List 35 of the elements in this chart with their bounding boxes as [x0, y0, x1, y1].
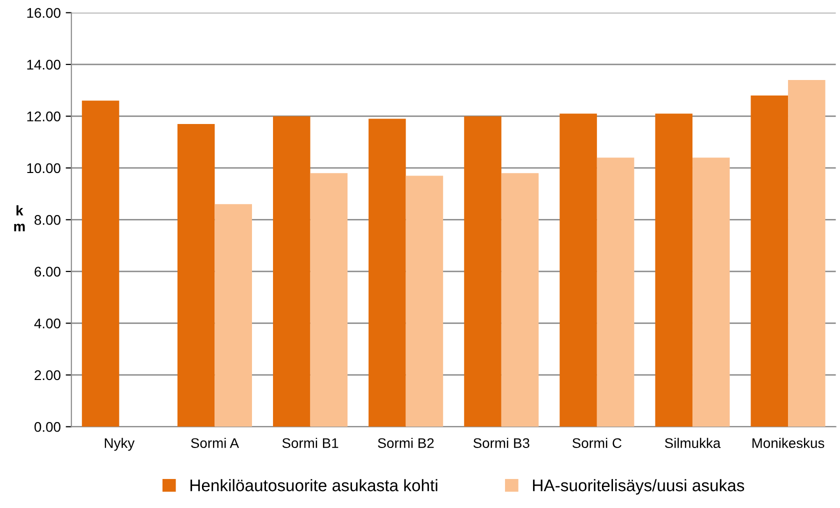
x-tick-label: Sormi A [191, 438, 240, 448]
bar [406, 176, 444, 427]
bar [368, 118, 406, 427]
bar [788, 80, 826, 427]
x-tick-label: Sormi C [572, 438, 622, 448]
bar [177, 124, 215, 427]
legend-label: Henkilöautosuorite asukasta kohti [190, 479, 438, 492]
y-tick-label: 4.00 [34, 318, 60, 328]
bar [692, 158, 730, 427]
x-tick-label: Sormi B3 [473, 438, 530, 448]
bar [214, 204, 252, 427]
y-tick-label: 8.00 [34, 215, 60, 225]
y-tick-label: 6.00 [34, 266, 60, 277]
y-tick-label: 12.00 [27, 112, 60, 122]
x-tick-label: Sormi B1 [282, 438, 338, 448]
bar [464, 116, 502, 427]
x-tick-label: Nyky [104, 438, 135, 451]
y-axis-title: km [14, 205, 25, 232]
y-tick-label: 0.00 [34, 422, 60, 432]
x-tick-label: Monikeskus [752, 438, 824, 448]
bar [655, 114, 692, 427]
y-tick-label: 14.00 [27, 60, 60, 70]
bar [82, 100, 120, 427]
bar [310, 173, 348, 427]
y-tick-label: 16.00 [27, 8, 60, 18]
bar [596, 158, 634, 427]
x-tick-label: Silmukka [664, 438, 721, 448]
x-tick-label: Sormi B2 [378, 438, 434, 448]
bar [750, 96, 788, 427]
bar [501, 173, 539, 427]
y-tick-label: 10.00 [27, 163, 60, 174]
legend-label: HA-suoritelisäys/uusi asukas [533, 479, 744, 495]
bar [273, 116, 310, 427]
bar [560, 114, 597, 427]
y-tick-label: 2.00 [34, 370, 60, 380]
